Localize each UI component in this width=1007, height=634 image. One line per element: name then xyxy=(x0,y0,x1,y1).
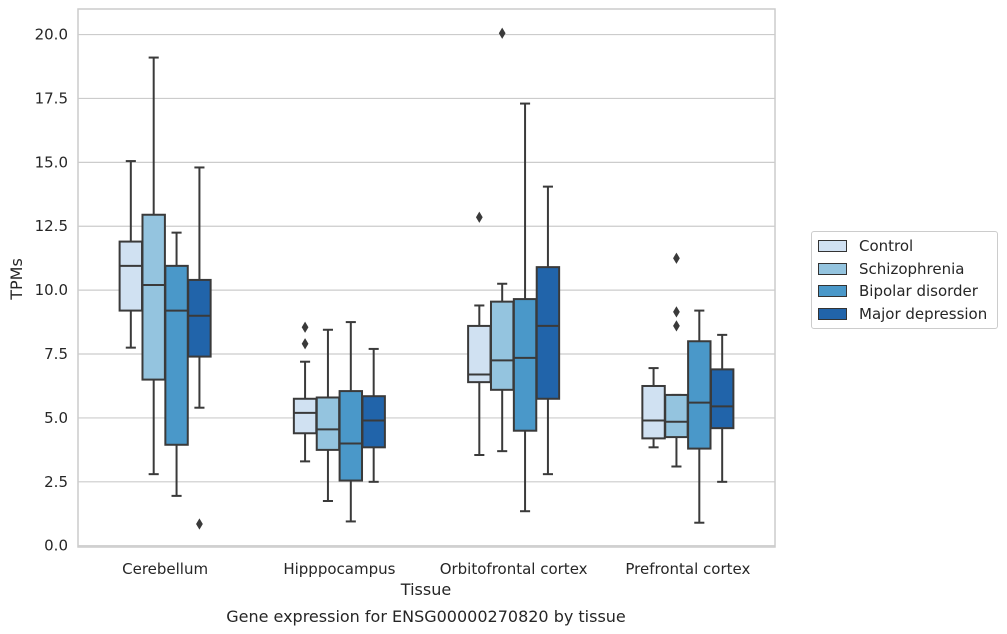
y-tick-label: 2.5 xyxy=(44,473,68,491)
box-schizophrenia xyxy=(315,328,341,502)
legend: Control Schizophrenia Bipolar disorder Majo… xyxy=(811,231,998,329)
box-iqr xyxy=(512,298,538,432)
outlier-point xyxy=(301,321,309,333)
box-iqr xyxy=(687,340,712,450)
box-iqr xyxy=(338,390,364,482)
x-tick-label: Hipppocampus xyxy=(283,560,395,578)
box-major-depression xyxy=(709,333,735,483)
box-control xyxy=(118,160,144,349)
legend-swatch xyxy=(818,307,847,320)
x-tick-label: Cerebellum xyxy=(122,560,208,578)
legend-label: Schizophrenia xyxy=(859,259,965,278)
chart-title: Gene expression for ENSG00000270820 by t… xyxy=(226,607,626,626)
box-control xyxy=(641,367,666,449)
box-iqr xyxy=(164,264,189,446)
y-gridlines xyxy=(78,33,775,547)
box-iqr xyxy=(361,395,386,449)
legend-label: Control xyxy=(859,237,914,256)
outlier-point xyxy=(673,252,680,264)
outlier-point xyxy=(475,211,483,223)
y-tick-label: 0.0 xyxy=(44,537,68,555)
box-iqr xyxy=(118,240,144,312)
legend-label: Major depression xyxy=(859,304,988,323)
box-control xyxy=(467,211,492,456)
legend-label: Bipolar disorder xyxy=(859,282,978,301)
outlier-point xyxy=(673,320,680,332)
box-major-depression xyxy=(361,347,386,483)
legend-item: Major depression xyxy=(812,303,997,326)
legend-item: Bipolar disorder xyxy=(812,280,997,303)
x-tick-label: Orbitofrontal cortex xyxy=(440,560,588,578)
x-axis-ticks: Cerebellum Hipppocampus Orbitofrontal cort… xyxy=(122,560,750,578)
y-axis-ticks: 0.0 2.5 5.0 7.5 10.0 12.5 15.0 17.5 20.0 xyxy=(35,26,68,555)
legend-item: Schizophrenia xyxy=(812,258,997,281)
legend-swatch xyxy=(818,285,847,298)
legend-swatch xyxy=(818,262,847,275)
box-major-depression xyxy=(187,166,212,530)
box-major-depression xyxy=(535,185,561,476)
y-tick-label: 17.5 xyxy=(35,89,68,107)
outlier-point xyxy=(498,27,506,39)
outlier-point xyxy=(673,306,680,318)
x-tick-label: Prefrontal cortex xyxy=(625,560,750,578)
outlier-point xyxy=(301,338,309,350)
box-iqr xyxy=(292,397,318,435)
box-iqr xyxy=(187,278,212,358)
x-axis-label: Tissue xyxy=(400,580,451,599)
y-tick-label: 12.5 xyxy=(35,217,68,235)
box-schizophrenia xyxy=(141,56,166,476)
y-tick-label: 7.5 xyxy=(44,345,68,363)
legend-swatch xyxy=(818,240,847,253)
y-tick-label: 5.0 xyxy=(44,409,68,427)
box-control xyxy=(292,321,318,463)
box-iqr xyxy=(709,368,735,430)
box-iqr xyxy=(664,393,689,439)
outlier-point xyxy=(196,518,203,530)
legend-item: Control xyxy=(812,235,997,258)
box-iqr xyxy=(141,213,166,381)
box-iqr xyxy=(535,266,561,400)
y-tick-label: 15.0 xyxy=(35,153,68,171)
y-tick-label: 20.0 xyxy=(35,26,68,44)
box-schizophrenia xyxy=(664,252,689,468)
box-iqr xyxy=(315,396,341,451)
box-iqr xyxy=(641,384,666,440)
box-bipolar-disorder xyxy=(512,102,538,513)
box-groups xyxy=(118,27,735,530)
y-axis-label: TPMs xyxy=(7,258,26,301)
y-tick-label: 10.0 xyxy=(35,281,68,299)
box-iqr xyxy=(489,300,515,391)
